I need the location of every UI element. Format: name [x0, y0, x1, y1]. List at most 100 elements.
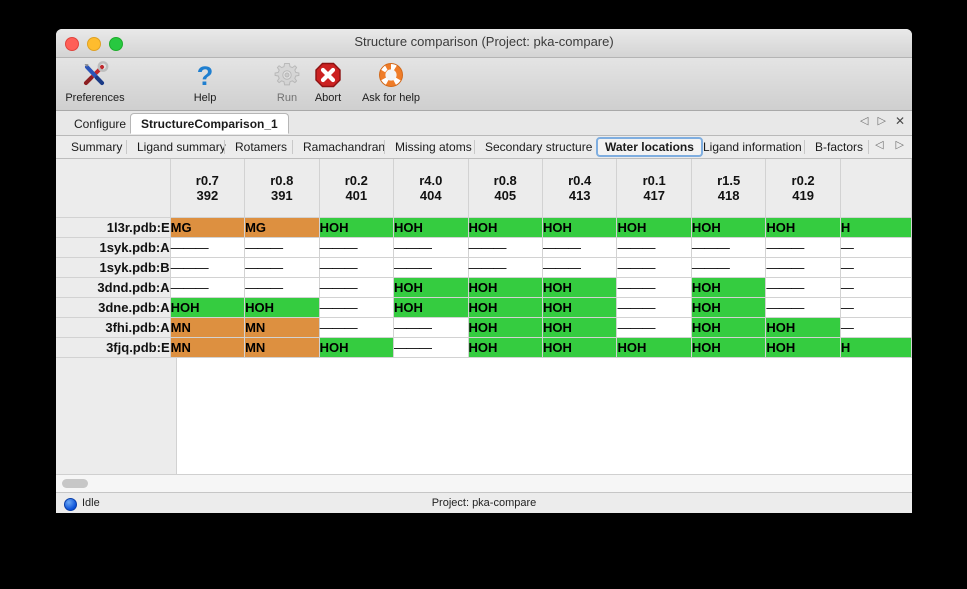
- table-row[interactable]: 1syk.pdb:B ——— ——— ——— ——— ——— ——— ——— ——— ——— —: [56, 257, 912, 278]
- table-cell[interactable]: —: [840, 237, 912, 258]
- horizontal-scrollbar[interactable]: [56, 474, 912, 493]
- tab-summary[interactable]: Summary: [64, 137, 129, 157]
- table-cell[interactable]: HOH: [393, 297, 469, 318]
- table-column-header[interactable]: r1.5 418: [691, 159, 767, 218]
- table-row[interactable]: 1syk.pdb:A ——— ——— ——— ——— ——— ——— ——— ——— ——— —: [56, 237, 912, 258]
- table-cell[interactable]: ———: [616, 257, 692, 278]
- table-cell[interactable]: ———: [616, 237, 692, 258]
- table-cell[interactable]: ———: [319, 237, 395, 258]
- table-column-header[interactable]: r0.8 405: [468, 159, 543, 218]
- table-cell[interactable]: HOH: [468, 277, 543, 298]
- table-cell[interactable]: —: [840, 277, 912, 298]
- table-cell[interactable]: MN: [170, 337, 246, 358]
- table-cell[interactable]: HOH: [616, 217, 692, 238]
- tab-configure[interactable]: Configure: [64, 113, 136, 134]
- table-row-header[interactable]: 1l3r.pdb:E: [56, 217, 171, 238]
- table-cell[interactable]: —: [840, 257, 912, 278]
- table-row[interactable]: 3fjq.pdb:E MN MN HOH ——— HOH HOH HOH HOH HOH H: [56, 337, 912, 358]
- table-cell[interactable]: MN: [244, 317, 320, 338]
- table-cell[interactable]: HOH: [765, 217, 841, 238]
- table-cell[interactable]: MG: [244, 217, 320, 238]
- table-column-header[interactable]: r0.2 401: [319, 159, 395, 218]
- table-row-header[interactable]: 1syk.pdb:A: [56, 237, 171, 258]
- table-cell[interactable]: ———: [244, 277, 320, 298]
- table-cell[interactable]: ———: [616, 317, 692, 338]
- tab-secondary-structure[interactable]: Secondary structure: [478, 137, 599, 157]
- table-cell[interactable]: HOH: [542, 317, 618, 338]
- table-cell[interactable]: ———: [170, 237, 246, 258]
- table-row[interactable]: 3dne.pdb:A HOH HOH ——— HOH HOH HOH ——— HOH ——— —: [56, 297, 912, 318]
- table-cell[interactable]: HOH: [319, 217, 395, 238]
- table-column-header[interactable]: r0.7 392: [170, 159, 246, 218]
- table-cell[interactable]: HOH: [468, 337, 543, 358]
- table-cell[interactable]: ———: [393, 317, 469, 338]
- table-cell[interactable]: ———: [319, 297, 395, 318]
- table-cell[interactable]: HOH: [542, 217, 618, 238]
- table-cell[interactable]: HOH: [468, 297, 543, 318]
- horizontal-scrollbar-thumb[interactable]: [62, 479, 88, 488]
- table-cell[interactable]: ———: [170, 257, 246, 278]
- table-column-header[interactable]: r0.8 391: [244, 159, 320, 218]
- help-button[interactable]: ? Help: [168, 58, 242, 110]
- table-column-header[interactable]: [840, 159, 912, 218]
- table-cell[interactable]: HOH: [393, 217, 469, 238]
- table-row[interactable]: 3dnd.pdb:A ——— ——— ——— HOH HOH HOH ——— HOH ——— —: [56, 277, 912, 298]
- table-column-header[interactable]: r0.4 413: [542, 159, 618, 218]
- water-locations-table-container[interactable]: r0.7 392 r0.8 391 r0.2 401 r4.0 404 r0.8 405 r0.4 4…: [56, 158, 912, 475]
- table-cell[interactable]: MG: [170, 217, 246, 238]
- tab-rotamers[interactable]: Rotamers: [228, 137, 294, 157]
- ask-for-help-button[interactable]: Ask for help: [346, 58, 436, 110]
- table-row-header[interactable]: 3dne.pdb:A: [56, 297, 171, 318]
- table-row-header[interactable]: 3fhi.pdb:A: [56, 317, 171, 338]
- close-tab-icon[interactable]: ✕: [894, 114, 905, 128]
- table-column-header[interactable]: r4.0 404: [393, 159, 469, 218]
- preferences-button[interactable]: Preferences: [58, 58, 132, 110]
- table-cell[interactable]: HOH: [244, 297, 320, 318]
- tab-ramachandran[interactable]: Ramachandran: [296, 137, 392, 157]
- table-cell[interactable]: HOH: [765, 337, 841, 358]
- table-cell[interactable]: HOH: [468, 317, 543, 338]
- subtab-next-icon[interactable]: ▷: [895, 139, 904, 151]
- table-cell[interactable]: ———: [393, 337, 469, 358]
- table-cell[interactable]: ———: [468, 257, 543, 278]
- table-row-header[interactable]: 1syk.pdb:B: [56, 257, 171, 278]
- table-cell[interactable]: ———: [765, 237, 841, 258]
- table-cell[interactable]: HOH: [319, 337, 395, 358]
- table-row[interactable]: 1l3r.pdb:E MG MG HOH HOH HOH HOH HOH HOH HOH H: [56, 217, 912, 238]
- table-cell[interactable]: ———: [319, 317, 395, 338]
- table-cell[interactable]: ———: [468, 237, 543, 258]
- tab-structurecomparison-1[interactable]: StructureComparison_1: [130, 113, 289, 134]
- table-cell[interactable]: ———: [691, 237, 767, 258]
- table-cell[interactable]: ———: [765, 257, 841, 278]
- table-cell[interactable]: HOH: [542, 297, 618, 318]
- table-cell[interactable]: ———: [616, 277, 692, 298]
- tab-b-factors[interactable]: B-factors: [808, 137, 870, 157]
- table-cell[interactable]: ———: [393, 257, 469, 278]
- close-window-button[interactable]: [65, 37, 79, 51]
- tab-missing-atoms[interactable]: Missing atoms: [388, 137, 479, 157]
- table-cell[interactable]: HOH: [542, 337, 618, 358]
- tab-ligand-information[interactable]: Ligand information: [696, 137, 809, 157]
- tab-prev-icon[interactable]: ◁: [860, 114, 869, 127]
- table-cell[interactable]: HOH: [542, 277, 618, 298]
- table-cell[interactable]: MN: [244, 337, 320, 358]
- table-column-header[interactable]: r0.2 419: [765, 159, 841, 218]
- table-cell[interactable]: HOH: [170, 297, 246, 318]
- table-cell[interactable]: —: [840, 297, 912, 318]
- table-cell[interactable]: ———: [542, 257, 618, 278]
- table-cell[interactable]: HOH: [691, 277, 767, 298]
- table-cell[interactable]: ———: [691, 257, 767, 278]
- tab-water-locations[interactable]: Water locations: [596, 137, 703, 157]
- table-cell[interactable]: ———: [765, 297, 841, 318]
- table-row[interactable]: 3fhi.pdb:A MN MN ——— ——— HOH HOH ——— HOH HOH —: [56, 317, 912, 338]
- abort-button[interactable]: Abort: [291, 58, 365, 110]
- table-cell[interactable]: ———: [393, 237, 469, 258]
- table-cell[interactable]: HOH: [393, 277, 469, 298]
- run-button[interactable]: Run: [250, 58, 324, 110]
- table-cell[interactable]: —: [840, 317, 912, 338]
- table-cell[interactable]: ———: [616, 297, 692, 318]
- maximize-window-button[interactable]: [109, 37, 123, 51]
- table-cell[interactable]: HOH: [691, 217, 767, 238]
- tab-next-icon[interactable]: ▷: [877, 114, 886, 127]
- table-cell[interactable]: ———: [542, 237, 618, 258]
